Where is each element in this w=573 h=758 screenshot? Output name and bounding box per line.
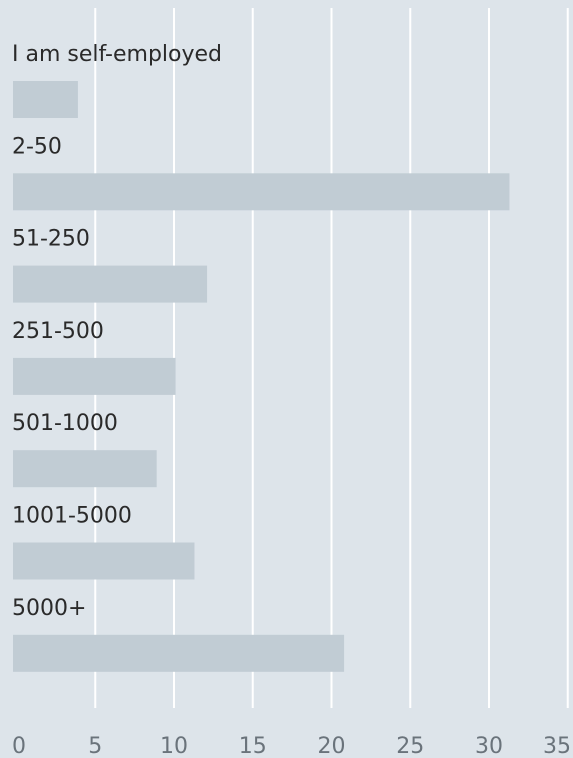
x-tick-label: 15 <box>239 734 267 758</box>
bar <box>13 635 344 672</box>
x-tick-label: 30 <box>475 734 503 758</box>
bar <box>13 266 207 303</box>
x-tick-label: 20 <box>318 734 346 758</box>
bar <box>13 450 157 487</box>
category-label: 501-1000 <box>12 411 118 436</box>
x-tick-label: 0 <box>12 734 26 758</box>
bar <box>13 543 194 580</box>
x-tick-label: 35 <box>543 734 571 758</box>
bar <box>13 173 509 210</box>
category-label: I am self-employed <box>12 42 222 67</box>
category-label: 1001-5000 <box>12 504 132 529</box>
bar <box>13 358 176 395</box>
bar <box>13 81 78 118</box>
category-label: 51-250 <box>12 227 90 252</box>
x-tick-label: 5 <box>88 734 102 758</box>
category-label: 5000+ <box>12 596 86 621</box>
category-label: 251-500 <box>12 319 104 344</box>
x-tick-label: 10 <box>160 734 188 758</box>
x-tick-label: 25 <box>396 734 424 758</box>
category-label: 2-50 <box>12 134 62 159</box>
